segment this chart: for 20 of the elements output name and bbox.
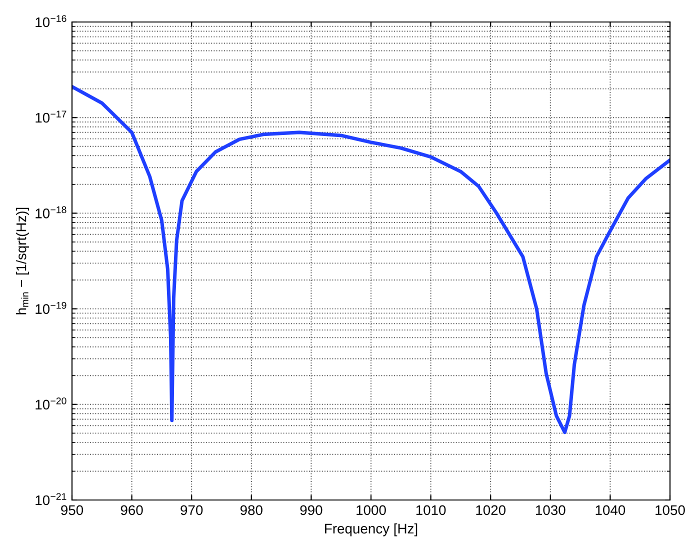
x-tick-label: 990 <box>300 505 322 516</box>
y-tick-label: 10$^{−18}$ <box>36 206 66 218</box>
x-tick-label: 1030 <box>536 505 566 516</box>
x-axis-title: Frequency [Hz] <box>325 523 418 536</box>
y-tick-label: 10$^{−21}$ <box>36 493 66 506</box>
y-tick-label: 10$^{−20}$ <box>36 397 66 410</box>
y-tick-label: 10$^{−17}$ <box>36 110 66 123</box>
x-tick-label: 950 <box>61 505 84 516</box>
x-tick-label: 1010 <box>416 505 446 516</box>
x-tick-label: 960 <box>120 505 143 516</box>
x-tick-label: 1020 <box>476 505 506 516</box>
x-tick-label: 1050 <box>656 505 685 516</box>
x-tick-label: 980 <box>240 505 262 516</box>
y-tick-label: 10$^{−16}$ <box>36 15 66 28</box>
x-tick-label: 970 <box>180 505 203 516</box>
y-tick-label: 10$^{−19}$ <box>36 302 66 314</box>
x-tick-label: 1000 <box>356 505 386 516</box>
y-axis-title: h$_{min}$ − [1/sqrt(Hz)] <box>16 208 29 314</box>
x-tick-label: 1040 <box>596 505 626 516</box>
line-series <box>72 84 670 434</box>
